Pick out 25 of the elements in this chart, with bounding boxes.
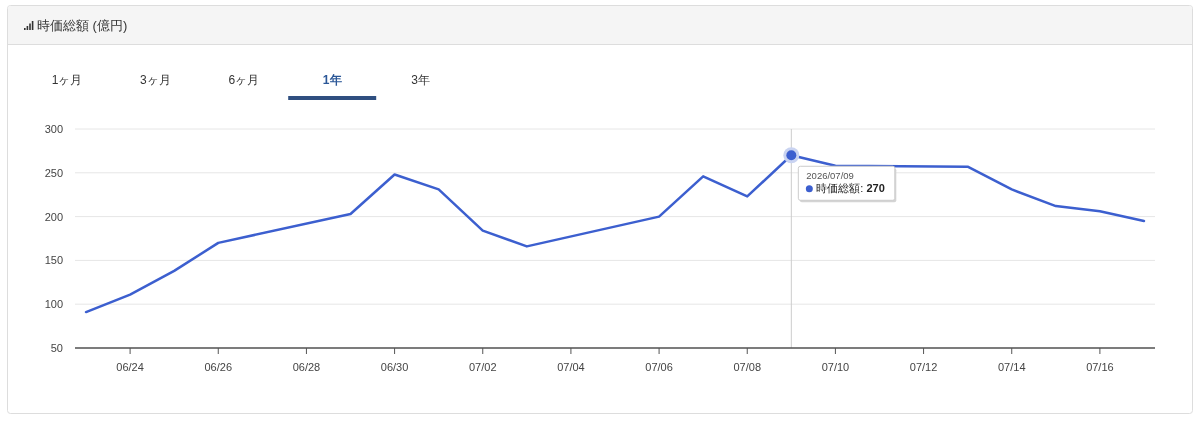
tab-label: 1年	[322, 73, 342, 87]
tab-label: 6ヶ月	[228, 73, 260, 87]
x-tick-label: 07/04	[557, 361, 585, 373]
x-tick-label: 06/24	[116, 361, 144, 373]
x-tick-label: 06/30	[380, 361, 409, 373]
x-tick-label: 07/12	[909, 361, 938, 373]
x-tick-label: 07/16	[1086, 361, 1114, 373]
x-tick-label: 07/10	[821, 361, 850, 373]
y-tick-label: 250	[44, 166, 63, 179]
annotation: 2026/07/09 時価総額: 270	[806, 170, 885, 195]
tab-label: 3ヶ月	[140, 73, 171, 87]
y-tick-label: 50	[50, 342, 63, 354]
chart-title: 時価総額 (億円)	[37, 18, 128, 33]
y-tick-label: 200	[44, 210, 63, 223]
tab-label: 3年	[411, 73, 430, 87]
x-tick-label: 07/06	[645, 361, 673, 373]
tab-label: 1ヶ月	[51, 73, 83, 87]
y-tick-label: 300	[44, 123, 63, 135]
y-tick-label: 150	[44, 254, 63, 267]
x-tick-label: 07/02	[468, 361, 497, 373]
x-tick-label: 06/28	[292, 361, 321, 373]
x-tick-label: 06/26	[204, 361, 233, 373]
y-tick-label: 100	[44, 298, 63, 311]
x-tick-label: 07/14	[997, 361, 1026, 373]
x-tick-label: 07/08	[733, 361, 762, 373]
